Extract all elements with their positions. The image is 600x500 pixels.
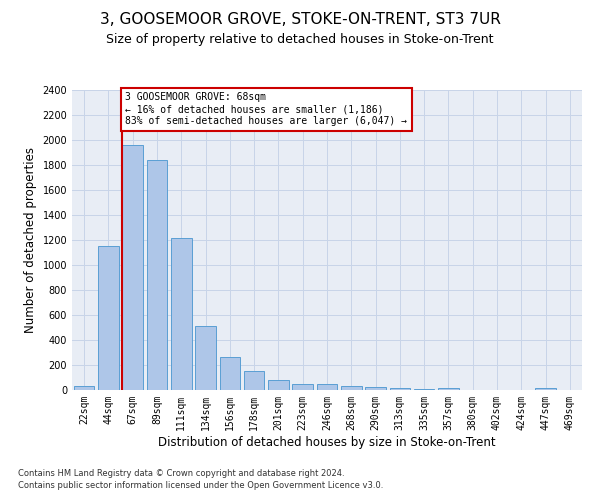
Text: Size of property relative to detached houses in Stoke-on-Trent: Size of property relative to detached ho… <box>106 32 494 46</box>
Bar <box>365 387 386 390</box>
Bar <box>146 160 167 390</box>
Bar <box>74 386 94 390</box>
Bar <box>535 388 556 390</box>
Bar <box>317 384 337 390</box>
Bar <box>122 145 143 390</box>
Bar <box>389 388 410 390</box>
Bar <box>438 388 459 390</box>
Bar <box>220 357 240 390</box>
Text: Contains HM Land Registry data © Crown copyright and database right 2024.: Contains HM Land Registry data © Crown c… <box>18 468 344 477</box>
Text: Contains public sector information licensed under the Open Government Licence v3: Contains public sector information licen… <box>18 481 383 490</box>
Bar <box>98 246 119 390</box>
Bar <box>341 386 362 390</box>
Text: 3 GOOSEMOOR GROVE: 68sqm
← 16% of detached houses are smaller (1,186)
83% of sem: 3 GOOSEMOOR GROVE: 68sqm ← 16% of detach… <box>125 92 407 126</box>
Text: 3, GOOSEMOOR GROVE, STOKE-ON-TRENT, ST3 7UR: 3, GOOSEMOOR GROVE, STOKE-ON-TRENT, ST3 … <box>100 12 500 28</box>
Bar <box>292 384 313 390</box>
Bar <box>268 380 289 390</box>
Bar <box>414 389 434 390</box>
Bar <box>195 326 216 390</box>
X-axis label: Distribution of detached houses by size in Stoke-on-Trent: Distribution of detached houses by size … <box>158 436 496 448</box>
Bar <box>244 370 265 390</box>
Bar <box>171 238 191 390</box>
Y-axis label: Number of detached properties: Number of detached properties <box>24 147 37 333</box>
